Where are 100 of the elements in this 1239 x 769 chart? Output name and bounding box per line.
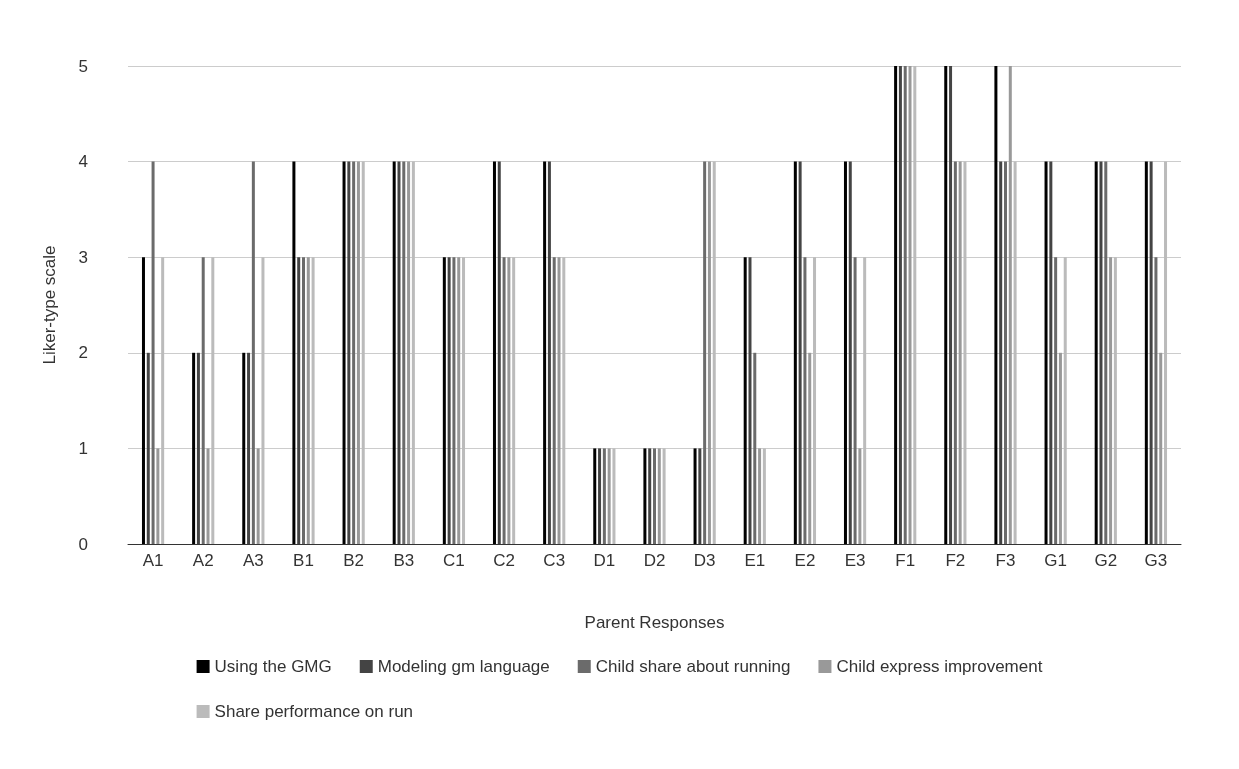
bar (913, 66, 917, 544)
bar (497, 161, 501, 544)
bar (1099, 161, 1103, 544)
bar (1058, 352, 1062, 544)
bar (547, 161, 551, 544)
legend-label: Modeling gm language (377, 657, 550, 676)
legend-label: Using the GMG (214, 657, 332, 676)
y-tick-label: 1 (78, 438, 88, 458)
bar (292, 161, 296, 544)
bar (161, 257, 165, 544)
bar (311, 257, 315, 544)
bar (707, 161, 711, 544)
bar (944, 66, 948, 544)
bar (863, 257, 867, 544)
bar (949, 66, 953, 544)
bar (1109, 257, 1113, 544)
x-tick-label: F2 (945, 551, 966, 570)
bar (261, 257, 265, 544)
x-tick-label: A2 (192, 551, 214, 570)
bar (793, 161, 797, 544)
bar (848, 161, 852, 544)
bar (753, 352, 757, 544)
bar (1044, 161, 1048, 544)
bar (156, 448, 160, 544)
bar (999, 161, 1003, 544)
bar (462, 257, 466, 544)
bar (562, 257, 566, 544)
bar (492, 161, 496, 544)
x-tick-label: C2 (493, 551, 515, 570)
bar (762, 448, 766, 544)
bar (356, 161, 360, 544)
bar (602, 448, 606, 544)
bar (361, 161, 365, 544)
x-tick-label: D2 (643, 551, 666, 570)
y-tick-label: 2 (78, 343, 88, 363)
bar (958, 161, 962, 544)
bar (452, 257, 456, 544)
bar (1054, 257, 1058, 544)
bar (853, 257, 857, 544)
y-tick-label: 0 (78, 534, 88, 554)
bar (703, 161, 707, 544)
x-tick-label: E3 (844, 551, 866, 570)
bar (1154, 257, 1158, 544)
bar (758, 448, 762, 544)
x-tick-label: B2 (343, 551, 365, 570)
bar (347, 161, 351, 544)
y-tick-label: 5 (78, 56, 88, 76)
bar (392, 161, 396, 544)
bar (798, 161, 802, 544)
x-tick-label: D3 (693, 551, 716, 570)
bar (607, 448, 611, 544)
bar (748, 257, 752, 544)
y-tick-label: 3 (78, 247, 88, 267)
legend-label: Share performance on run (214, 702, 414, 721)
x-axis-title: Parent Responses (584, 613, 725, 632)
bar (1149, 161, 1153, 544)
bar (858, 448, 862, 544)
bar (1063, 257, 1067, 544)
bar (507, 257, 511, 544)
bar (457, 257, 461, 544)
bar (813, 257, 817, 544)
bar (898, 66, 902, 544)
bar (502, 257, 506, 544)
bar (712, 161, 716, 544)
bar (843, 161, 847, 544)
bar (598, 448, 602, 544)
bar (141, 257, 145, 544)
x-tick-label: B1 (293, 551, 314, 570)
x-tick-label: A1 (142, 551, 164, 570)
bar (251, 161, 255, 544)
bar (543, 161, 547, 544)
bar (953, 161, 957, 544)
bar (242, 352, 246, 544)
bar (693, 448, 697, 544)
bar (1104, 161, 1108, 544)
legend-label: Child share about running (595, 657, 791, 676)
y-tick-label: 4 (78, 152, 88, 172)
bar (196, 352, 200, 544)
bar (146, 352, 150, 544)
x-tick-label: C3 (543, 551, 566, 570)
bar (201, 257, 205, 544)
bar (402, 161, 406, 544)
bar (247, 352, 251, 544)
bar (657, 448, 661, 544)
bar (648, 448, 652, 544)
bar (803, 257, 807, 544)
bar (1113, 257, 1117, 544)
bar (994, 66, 998, 544)
bar (306, 257, 310, 544)
x-tick-label: B3 (393, 551, 415, 570)
bar (151, 161, 155, 544)
x-tick-label: E2 (794, 551, 816, 570)
bar (411, 161, 415, 544)
x-tick-label: D1 (593, 551, 616, 570)
bar (512, 257, 516, 544)
legend-label: Child express improvement (836, 657, 1043, 676)
bar (1049, 161, 1053, 544)
bar (397, 161, 401, 544)
bar (211, 257, 215, 544)
bar (643, 448, 647, 544)
